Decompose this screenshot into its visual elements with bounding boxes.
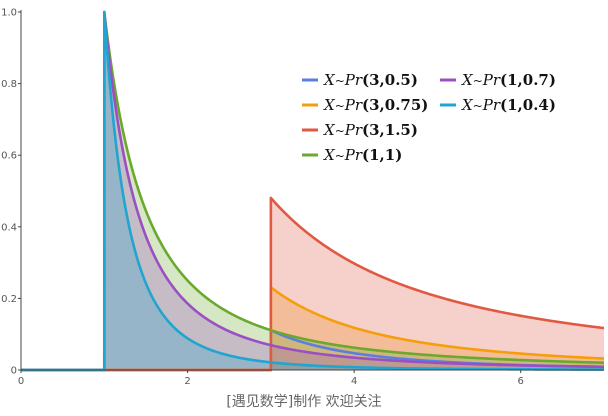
- tick-labels: 0 2 4 6 0 0.2 0.4 0.6 0.8 1.0: [1, 8, 524, 388]
- axes: [18, 10, 604, 373]
- series-lines: [21, 10, 605, 372]
- legend: X~Pr(3,0.5) X~Pr(3,0.75) X~Pr(3,1.5) X~Pr(1…: [302, 71, 556, 164]
- y-tick-label-0.4: 0.4: [1, 222, 17, 233]
- line-x-pr-1-0-4-: [21, 10, 605, 372]
- y-tick-label-0.2: 0.2: [1, 294, 17, 305]
- legend-label-x-pr-3-0-5-: X~Pr(3,0.5): [323, 71, 418, 89]
- legend-label-x-pr-3-1-5-: X~Pr(3,1.5): [323, 121, 418, 139]
- x-tick-label-2: 2: [184, 376, 190, 387]
- x-tick-label-0: 0: [18, 376, 24, 387]
- area-x-pr-1-1-: [104, 12, 605, 370]
- x-tick-label-4: 4: [351, 376, 357, 387]
- y-tick-label-0: 0: [11, 366, 17, 377]
- line-x-pr-3-1-5-: [21, 196, 605, 372]
- y-tick-label-0.6: 0.6: [1, 151, 17, 162]
- plot-area: 0 2 4 6 0 0.2 0.4 0.6 0.8 1.0: [1, 8, 605, 388]
- area-x-pr-3-0-75-: [270, 287, 604, 370]
- y-tick-label-0.8: 0.8: [1, 79, 17, 90]
- legend-label-x-pr-1-0-4-: X~Pr(1,0.4): [461, 96, 556, 114]
- area-x-pr-1-0-4-: [104, 12, 605, 370]
- area-x-pr-1-0-7-: [104, 12, 605, 370]
- caption: [遇见数学]制作 欢迎关注: [226, 394, 381, 410]
- x-tick-label-6: 6: [518, 376, 524, 387]
- y-tick-label-1.0: 1.0: [1, 8, 17, 19]
- legend-label-x-pr-1-0-7-: X~Pr(1,0.7): [461, 71, 556, 89]
- line-x-pr-1-0-7-: [21, 10, 605, 372]
- legend-label-x-pr-3-0-75-: X~Pr(3,0.75): [323, 96, 428, 114]
- legend-label-x-pr-1-1-: X~Pr(1,1): [323, 146, 402, 164]
- line-x-pr-1-1-: [21, 10, 605, 372]
- line-x-pr-3-0-75-: [21, 285, 605, 372]
